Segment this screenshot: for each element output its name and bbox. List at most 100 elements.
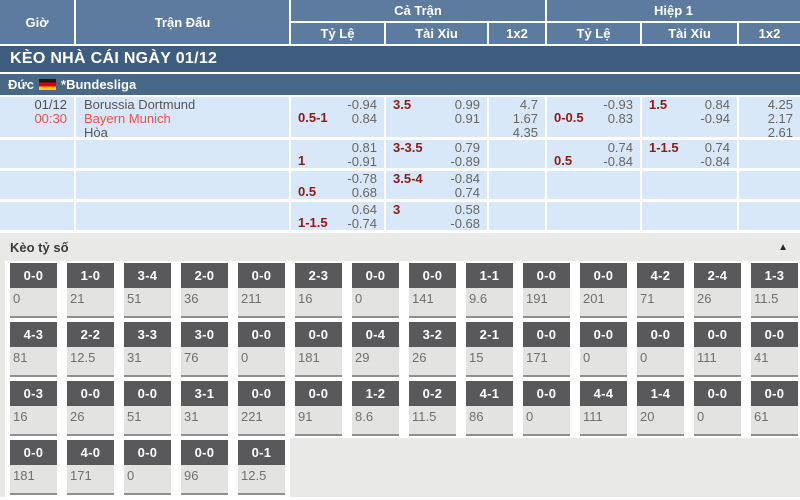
score-cell[interactable]: 0-0 0 xyxy=(689,379,746,438)
score-cell[interactable]: 0-0 111 xyxy=(689,320,746,379)
league-bar[interactable]: Đức *Bundesliga xyxy=(0,74,800,95)
score-cell[interactable]: 2-4 26 xyxy=(689,261,746,320)
score-grid: 0-0 0 1-0 21 3-4 51 2-0 36 0-0 211 2-3 16 0-0 0 0-0 141… xyxy=(0,261,800,497)
odds-value[interactable]: -0.89 xyxy=(450,154,480,169)
score-cell[interactable]: 0-0 0 xyxy=(575,320,632,379)
score-cell[interactable]: 0-0 191 xyxy=(518,261,575,320)
score-cell[interactable]: 3-0 76 xyxy=(176,320,233,379)
handicap-line: 0.5 xyxy=(554,153,573,168)
odds-value[interactable]: -0.78 xyxy=(347,171,377,186)
odds-value[interactable]: 2.17 xyxy=(767,111,793,126)
score-cell[interactable]: 0-0 181 xyxy=(290,320,347,379)
odds-value[interactable]: -0.84 xyxy=(450,171,480,186)
score-odds-value: 31 xyxy=(184,409,199,424)
score-cell[interactable]: 0-0 221 xyxy=(233,379,290,438)
score-cell[interactable]: 1-0 21 xyxy=(62,261,119,320)
odds-value[interactable]: 0.91 xyxy=(454,111,480,126)
score-cell-inner: 0-0 0 xyxy=(637,322,684,377)
odds-value[interactable]: 0.64 xyxy=(351,202,377,217)
score-cell[interactable]: 4-2 71 xyxy=(632,261,689,320)
score-label: 0-0 xyxy=(523,263,570,288)
odds-value[interactable]: -0.94 xyxy=(347,97,377,112)
odds-value[interactable]: -0.74 xyxy=(347,216,377,231)
odds-value[interactable]: 0.68 xyxy=(351,185,377,200)
score-cell[interactable]: 0-0 171 xyxy=(518,320,575,379)
score-cell[interactable]: 2-2 12.5 xyxy=(62,320,119,379)
score-cell[interactable]: 0-0 0 xyxy=(518,379,575,438)
score-input-underline xyxy=(352,434,399,436)
score-cell[interactable]: 0-3 16 xyxy=(5,379,62,438)
score-odds-value: 91 xyxy=(298,409,313,424)
odds-value[interactable]: 4.25 xyxy=(767,97,793,112)
score-cell[interactable]: 0-0 41 xyxy=(746,320,800,379)
score-cell[interactable]: 0-1 12.5 xyxy=(233,438,290,497)
odds-value[interactable]: 4.35 xyxy=(512,125,538,138)
odds-value[interactable]: 0.84 xyxy=(351,111,377,126)
score-cell[interactable]: 0-2 11.5 xyxy=(404,379,461,438)
score-cell[interactable]: 4-1 86 xyxy=(461,379,518,438)
score-cell[interactable]: 1-4 20 xyxy=(632,379,689,438)
score-cell[interactable]: 3-1 31 xyxy=(176,379,233,438)
score-cell[interactable]: 0-0 181 xyxy=(5,438,62,497)
score-cell[interactable]: 2-0 36 xyxy=(176,261,233,320)
collapse-arrow-icon[interactable]: ▲ xyxy=(778,241,788,253)
match-time-cell xyxy=(0,171,74,199)
odds-value[interactable]: 0.74 xyxy=(454,185,480,200)
match-kickoff-time: 00:30 xyxy=(34,111,67,126)
score-cell[interactable]: 1-3 11.5 xyxy=(746,261,800,320)
odds-value[interactable]: 0.58 xyxy=(454,202,480,217)
score-cell[interactable]: 3-3 31 xyxy=(119,320,176,379)
odds-value[interactable]: 4.7 xyxy=(519,97,538,112)
score-cell[interactable]: 0-0 201 xyxy=(575,261,632,320)
odds-value[interactable]: -0.93 xyxy=(603,97,633,112)
score-cell[interactable]: 0-0 91 xyxy=(290,379,347,438)
score-cell[interactable]: 0-0 61 xyxy=(746,379,800,438)
score-cell[interactable]: 0-0 96 xyxy=(176,438,233,497)
odds-value[interactable]: 0.74 xyxy=(607,140,633,155)
odds-value[interactable]: -0.68 xyxy=(450,216,480,231)
score-cell[interactable]: 1-1 9.6 xyxy=(461,261,518,320)
score-cell[interactable]: 0-0 211 xyxy=(233,261,290,320)
odds-value[interactable]: 2.61 xyxy=(767,125,793,138)
score-input-underline xyxy=(295,434,342,436)
score-cell[interactable]: 0-0 141 xyxy=(404,261,461,320)
score-input-underline xyxy=(637,316,684,318)
total-line: 1.5 xyxy=(649,97,668,112)
match-name-cell[interactable]: Borussia Dortmund Bayern Munich Hòa xyxy=(76,97,289,137)
odds-value[interactable]: -0.84 xyxy=(603,154,633,169)
score-label: 3-1 xyxy=(181,381,228,406)
odds-value[interactable]: -0.94 xyxy=(700,111,730,126)
score-cell[interactable]: 2-3 16 xyxy=(290,261,347,320)
odds-value[interactable]: 0.81 xyxy=(351,140,377,155)
over-under-odds-cell: 1-1.5 0.74 -0.84 xyxy=(642,140,737,168)
score-cell[interactable]: 0-0 0 xyxy=(119,438,176,497)
odds-value[interactable]: -0.84 xyxy=(700,154,730,169)
score-cell[interactable]: 0-0 0 xyxy=(5,261,62,320)
odds-value[interactable]: 0.84 xyxy=(704,97,730,112)
odds-value[interactable]: -0.91 xyxy=(347,154,377,169)
score-cell[interactable]: 0-4 29 xyxy=(347,320,404,379)
odds-value[interactable]: 0.74 xyxy=(704,140,730,155)
score-cell[interactable]: 0-0 51 xyxy=(119,379,176,438)
score-cell[interactable]: 0-0 0 xyxy=(233,320,290,379)
score-input-underline xyxy=(124,493,171,495)
score-cell[interactable]: 2-1 15 xyxy=(461,320,518,379)
score-cell[interactable]: 4-3 81 xyxy=(5,320,62,379)
score-cell[interactable]: 1-2 8.6 xyxy=(347,379,404,438)
score-cell[interactable]: 4-0 171 xyxy=(62,438,119,497)
odds-values: 4.7 1.67 4.35 xyxy=(512,97,538,138)
odds-value[interactable]: 0.83 xyxy=(607,111,633,126)
score-cell[interactable]: 0-0 0 xyxy=(632,320,689,379)
odds-value[interactable]: 0.79 xyxy=(454,140,480,155)
handicap-odds-cell: 1 0.81 -0.91 xyxy=(291,140,384,168)
score-cell[interactable]: 0-0 26 xyxy=(62,379,119,438)
odds-value[interactable]: 0.99 xyxy=(454,97,480,112)
score-cell[interactable]: 0-0 0 xyxy=(347,261,404,320)
odds-values: 0.64 -0.74 xyxy=(347,202,377,231)
score-cell[interactable]: 3-2 26 xyxy=(404,320,461,379)
odds-value[interactable]: 1.67 xyxy=(512,111,538,126)
odds-values: -0.93 0.83 xyxy=(603,98,633,126)
score-cell[interactable]: 3-4 51 xyxy=(119,261,176,320)
score-cell[interactable]: 4-4 111 xyxy=(575,379,632,438)
score-section-bar[interactable]: Kèo tỷ số ▲ xyxy=(0,233,800,261)
